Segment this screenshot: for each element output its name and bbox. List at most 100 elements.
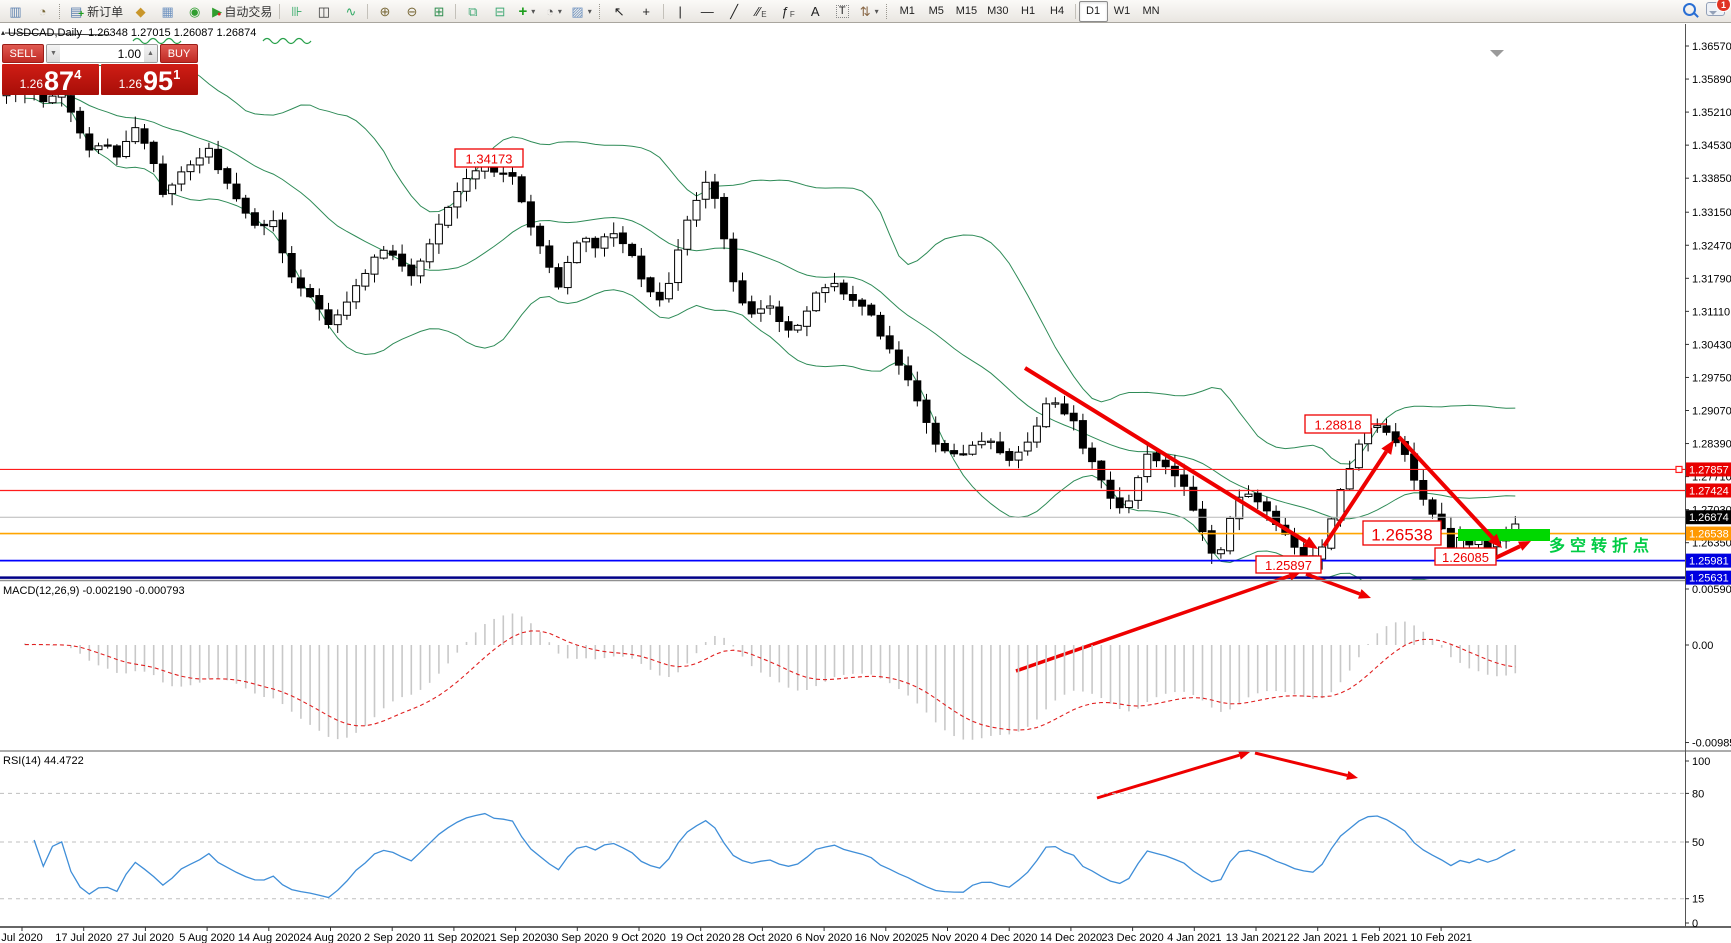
timeframe-m5-button[interactable]: M5 (928, 5, 944, 17)
trend-arrow-1[interactable] (1023, 366, 1308, 544)
cascade-windows-icon: ⧉ (468, 3, 478, 19)
market-watch-button[interactable]: ◔ (29, 1, 56, 22)
chevron-down-icon: ▾ (587, 6, 592, 16)
timeframe-w1-button[interactable]: W1 (1113, 5, 1131, 17)
timeframe-m15-button[interactable]: M15 (955, 5, 978, 17)
rsi-pane[interactable] (0, 792, 1685, 900)
price-axis[interactable]: 1.36570 1.35890 1.35210 1.34530 1.33850 1.331… (1685, 41, 1731, 585)
toolbar-right: 1 (1683, 0, 1731, 16)
price-shift-marker[interactable] (1490, 50, 1504, 57)
macd-pane[interactable] (24, 613, 1517, 740)
bollinger-middle-band[interactable] (24, 90, 1516, 520)
search-icon[interactable] (1683, 2, 1696, 16)
green-zone-rectangle[interactable] (1458, 529, 1550, 541)
trend-arrow-8[interactable] (1254, 751, 1348, 777)
chart-window-button[interactable]: ▥ (2, 1, 29, 22)
turning-point-label[interactable]: 多空转折点 (1549, 536, 1654, 555)
price-annotation-1.26085[interactable]: 1.26085 (1434, 547, 1497, 566)
timeframe-d1-button[interactable]: D1 (1078, 0, 1108, 22)
svg-text:5 Aug 2020: 5 Aug 2020 (179, 932, 235, 943)
price-annotation-1.34173[interactable]: 1.34173 (454, 148, 524, 168)
zoom-in-button[interactable]: ⊕ (371, 1, 398, 22)
terminal-icon: ▦ (161, 3, 174, 19)
bollinger-upper-band[interactable] (24, 64, 1516, 465)
trade-panel-collapse-icon[interactable]: ▴ (1, 28, 6, 37)
svg-text:17 Jul 2020: 17 Jul 2020 (55, 932, 112, 943)
new-order-button[interactable]: ▤ + 新订单 (66, 1, 127, 22)
terminal-button[interactable]: ▦ (154, 1, 181, 22)
icon-subscript: F (789, 10, 795, 19)
indicators-button[interactable]: + ▾ (513, 1, 540, 22)
zoom-out-button[interactable]: ⊖ (398, 1, 425, 22)
buy-button[interactable]: BUY (160, 44, 198, 63)
timeframe-m30-button[interactable]: M30 (987, 5, 1009, 17)
chart-window-icon: ▥ (9, 3, 22, 19)
horizontal-levels[interactable]: 多空转折点 (0, 465, 1685, 579)
svg-text:1.33150: 1.33150 (1692, 207, 1731, 219)
svg-text:22 Jan 2021: 22 Jan 2021 (1287, 932, 1348, 943)
timeframe-h4-button[interactable]: H4 (1050, 5, 1065, 17)
date-axis[interactable]: Jul 2020 17 Jul 2020 27 Jul 2020 5 Aug 2020… (1, 927, 1472, 943)
sell-button[interactable]: SELL (2, 44, 44, 63)
trend-arrow-2[interactable] (1322, 450, 1388, 548)
cursor-icon: ↖ (613, 3, 625, 19)
price-annotation-1.28818[interactable]: 1.28818 (1304, 414, 1387, 434)
trendline-button[interactable]: ╱ (721, 1, 748, 22)
channel-button[interactable]: ∕∕ E (748, 1, 775, 22)
bollinger-lower-band[interactable] (24, 97, 1515, 592)
toolbar-separator (662, 3, 664, 19)
price-annotation-1.26538[interactable]: 1.26538 (1362, 520, 1442, 546)
svg-text:1.29070: 1.29070 (1692, 406, 1731, 418)
svg-text:1.33850: 1.33850 (1692, 173, 1731, 185)
arrows-button[interactable]: ⇅ ▾ (856, 1, 883, 22)
trend-arrows[interactable] (1015, 366, 1531, 800)
toolbar-separator (367, 3, 369, 19)
templates-icon: ▨ (571, 3, 584, 19)
vertical-line-button[interactable]: | (667, 1, 694, 22)
candlestick-button[interactable]: ◫ (310, 1, 337, 22)
price-chart[interactable]: 多空转折点 1.34173 1.28818 1.26538 1.25897 1.26085… (0, 23, 1731, 943)
market-watch-icon: ◔ (38, 3, 47, 19)
rsi-line (33, 812, 1516, 899)
line-chart-button[interactable]: ∿ (337, 1, 364, 22)
metaeditor-button[interactable]: ◆ (127, 1, 154, 22)
toolbar-separator (598, 3, 603, 19)
trendline-icon: ╱ (730, 3, 739, 19)
templates-button[interactable]: ▨ ▾ (567, 1, 595, 22)
ask-quote-button[interactable]: 1.26 95 1 (101, 64, 198, 95)
timeframe-m1-button[interactable]: M1 (899, 5, 915, 17)
notifications-icon[interactable]: 1 (1706, 0, 1731, 16)
signal-button[interactable]: ◉ (181, 1, 208, 22)
autotrading-button[interactable]: ▶ ● 自动交易 (208, 1, 276, 22)
trend-arrow-5[interactable] (1015, 574, 1291, 673)
bar-chart-button[interactable]: ⊪ (283, 1, 310, 22)
cursor-button[interactable]: ↖ (606, 1, 633, 22)
trend-arrow-7[interactable] (1096, 753, 1240, 800)
svg-text:1.32470: 1.32470 (1692, 240, 1731, 252)
crosshair-button[interactable]: + (633, 1, 660, 22)
timeframe-h1-button[interactable]: H1 (1021, 5, 1036, 17)
volume-increase-button[interactable]: ▲ (144, 45, 157, 62)
horizontal-line-button[interactable]: — (694, 1, 721, 22)
cascade-windows-button[interactable]: ⧉ (459, 1, 486, 22)
macd-label: MACD(12,26,9) -0.002190 -0.000793 (3, 585, 185, 597)
bid-quote-button[interactable]: 1.26 87 4 (2, 64, 99, 95)
text-button[interactable]: A (802, 1, 829, 22)
arrange-button[interactable]: ⊟ (486, 1, 513, 22)
svg-text:21 Sep 2020: 21 Sep 2020 (484, 932, 546, 943)
periods-button[interactable]: ◔ ▾ (540, 1, 567, 22)
timeframe-mn-button[interactable]: MN (1142, 5, 1160, 17)
main-price-pane[interactable] (2, 64, 1520, 592)
trend-arrow-6[interactable] (1305, 572, 1361, 596)
svg-text:23 Dec 2020: 23 Dec 2020 (1101, 932, 1163, 943)
text-label-button[interactable]: T (829, 1, 856, 22)
price-annotation-1.25897[interactable]: 1.25897 (1255, 555, 1322, 574)
tile-windows-button[interactable]: ⊞ (425, 1, 452, 22)
crosshair-icon: + (642, 3, 651, 19)
volume-decrease-button[interactable]: ▼ (47, 45, 60, 62)
trend-arrow-3[interactable] (1397, 435, 1494, 540)
svg-text:24 Aug 2020: 24 Aug 2020 (300, 932, 362, 943)
volume-input[interactable] (60, 45, 144, 62)
